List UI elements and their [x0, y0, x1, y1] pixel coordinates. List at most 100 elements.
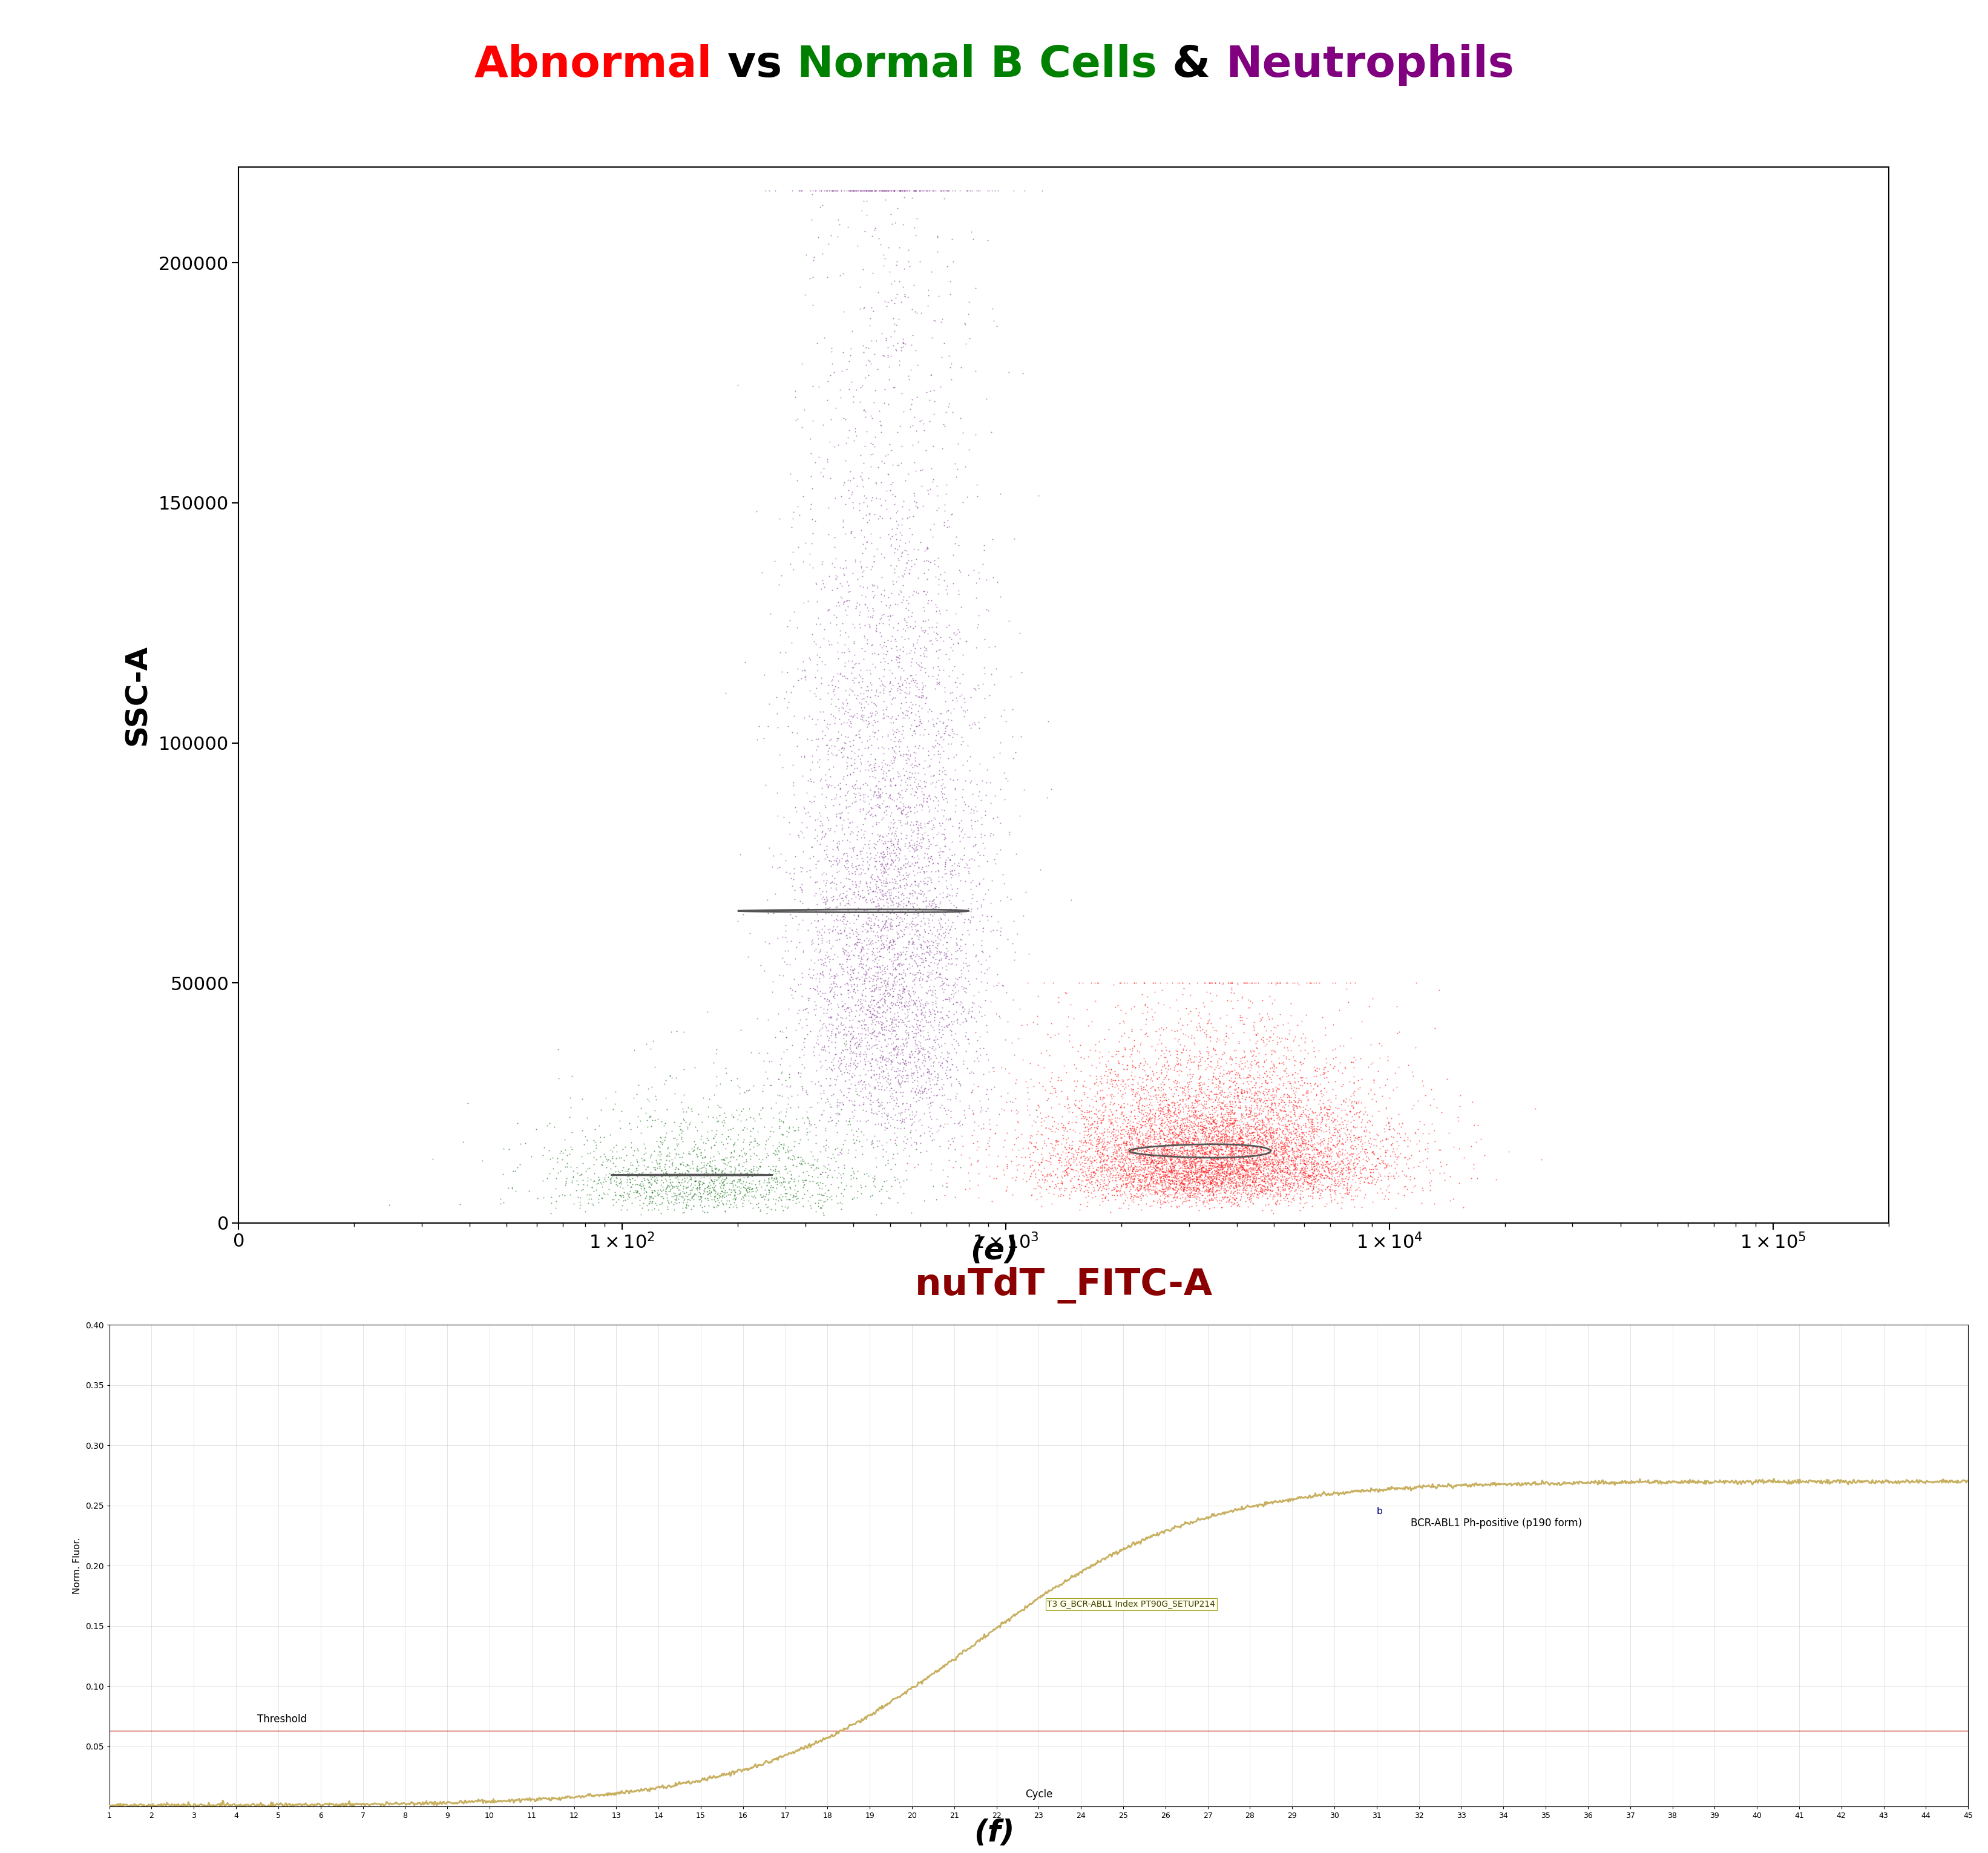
Point	[1203, 1160, 1235, 1190]
Point	[1326, 1130, 1358, 1160]
Point	[847, 932, 879, 962]
Point	[1193, 1121, 1225, 1151]
Point	[839, 1090, 871, 1119]
Point	[845, 1025, 877, 1054]
Point	[811, 886, 843, 915]
Point	[897, 411, 928, 441]
Point	[849, 582, 881, 611]
Point	[903, 682, 934, 712]
Point	[1119, 1160, 1151, 1190]
Point	[650, 1149, 682, 1179]
Point	[1155, 1141, 1187, 1171]
Point	[914, 1069, 946, 1099]
Point	[950, 626, 982, 656]
Point	[859, 749, 891, 778]
Point	[1173, 1153, 1205, 1182]
Point	[952, 1158, 984, 1188]
Point	[879, 558, 911, 587]
Point	[1121, 1077, 1153, 1106]
Point	[891, 936, 922, 965]
Point	[817, 912, 849, 941]
Point	[640, 1166, 672, 1195]
Point	[895, 780, 926, 810]
Point	[827, 902, 859, 932]
Point	[851, 176, 883, 206]
Point	[785, 176, 817, 206]
Point	[881, 1038, 912, 1067]
Point	[817, 945, 849, 975]
Point	[1185, 1169, 1217, 1199]
Point	[909, 878, 940, 908]
Point	[815, 699, 847, 728]
Point	[1258, 1149, 1290, 1179]
Point	[1288, 1117, 1320, 1147]
Point	[1286, 1128, 1318, 1158]
Point	[1173, 1067, 1205, 1097]
Point	[1316, 1156, 1348, 1186]
Point	[912, 851, 944, 880]
Point	[1165, 1153, 1197, 1182]
Point	[891, 810, 922, 839]
Point	[1344, 1088, 1376, 1117]
Point	[942, 812, 974, 841]
Point	[920, 771, 952, 800]
Point	[1153, 1158, 1185, 1188]
Point	[849, 636, 881, 665]
Point	[1233, 1114, 1264, 1143]
Point	[1294, 967, 1326, 997]
Point	[865, 925, 897, 954]
Point	[873, 875, 905, 904]
Point	[835, 726, 867, 756]
Point	[1175, 1023, 1207, 1053]
Point	[885, 834, 916, 863]
Point	[1241, 1125, 1272, 1154]
Point	[1187, 1153, 1219, 1182]
Point	[1107, 1156, 1139, 1186]
Point	[1320, 1104, 1352, 1134]
Point	[700, 1071, 732, 1101]
Point	[1278, 1125, 1310, 1154]
Point	[781, 1177, 813, 1206]
Point	[843, 600, 875, 630]
Point	[592, 1162, 624, 1191]
Point	[855, 699, 887, 728]
Point	[1382, 1073, 1413, 1103]
Point	[1099, 1180, 1131, 1210]
Point	[972, 875, 1004, 904]
Point	[871, 901, 903, 930]
Point	[1113, 1123, 1145, 1153]
Point	[1233, 1095, 1264, 1125]
Point	[1060, 1053, 1091, 1082]
Point	[911, 1056, 942, 1086]
Point	[1165, 1125, 1197, 1154]
Point	[901, 789, 932, 819]
Point	[1137, 1117, 1169, 1147]
Point	[1300, 967, 1332, 997]
Point	[916, 919, 948, 949]
Point	[1093, 1128, 1125, 1158]
Point	[867, 956, 899, 986]
Point	[899, 830, 930, 860]
Point	[1262, 1154, 1294, 1184]
Point	[1264, 1147, 1296, 1177]
Point	[1242, 1116, 1274, 1145]
Point	[907, 993, 938, 1023]
Point	[1183, 1128, 1215, 1158]
Point	[1197, 1164, 1229, 1193]
Point	[859, 1071, 891, 1101]
Point	[1185, 1136, 1217, 1166]
Point	[1392, 1125, 1423, 1154]
Point	[926, 975, 958, 1004]
Point	[1296, 1147, 1328, 1177]
Point	[936, 1071, 968, 1101]
Point	[903, 819, 934, 849]
Point	[926, 1002, 958, 1032]
Point	[897, 965, 928, 995]
Point	[579, 1143, 610, 1173]
Point	[1155, 1175, 1187, 1204]
Point	[668, 1147, 700, 1177]
Point	[1413, 1175, 1445, 1204]
Point	[853, 925, 885, 954]
Point	[958, 799, 990, 828]
Point	[1173, 1160, 1205, 1190]
